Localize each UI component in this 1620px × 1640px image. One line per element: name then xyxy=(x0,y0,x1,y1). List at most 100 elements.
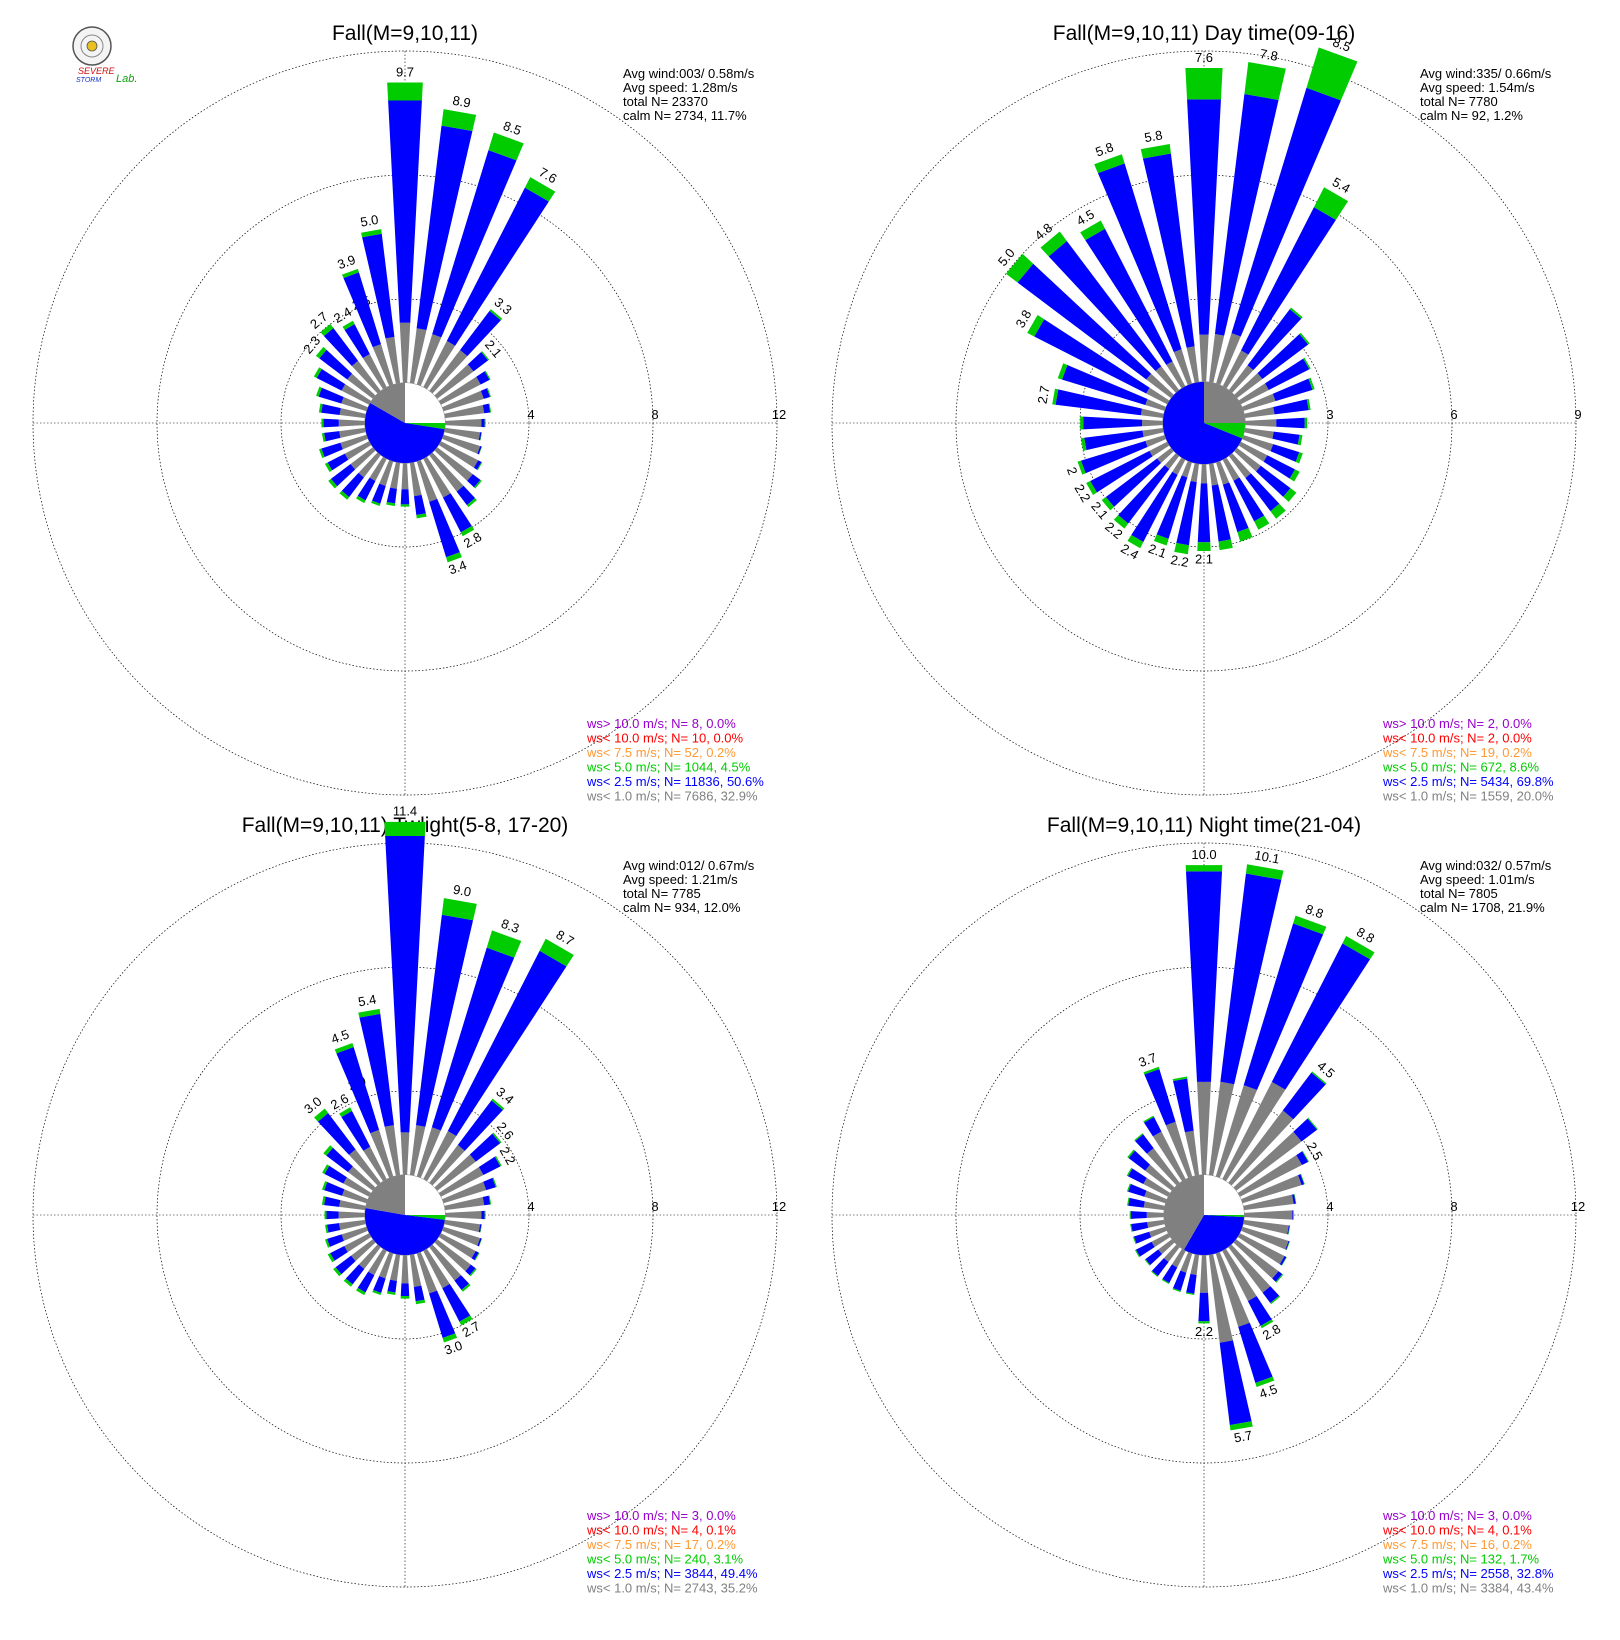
bar-segment-calm-speed xyxy=(1157,447,1174,464)
ring-label: 12 xyxy=(1571,1199,1585,1214)
wind-bar xyxy=(444,1195,492,1211)
bar-segment-green xyxy=(356,495,366,504)
wind-bar xyxy=(1057,363,1166,411)
wind-bar xyxy=(1144,1239,1175,1266)
bar-segment-green xyxy=(400,1295,410,1299)
bar-segment-calm-speed xyxy=(1228,365,1254,393)
ring-label: 8 xyxy=(1450,1199,1457,1214)
wind-bar xyxy=(1132,1226,1167,1245)
stat-line: Avg speed: 1.21m/s xyxy=(623,872,738,887)
bar-segment-calm-speed xyxy=(444,1197,485,1211)
range-ring xyxy=(831,842,1577,1588)
bar-segment-green xyxy=(1283,488,1297,502)
bar-segment-blue xyxy=(321,442,343,458)
bar-segment-blue xyxy=(1241,207,1336,355)
bar-segment-calm-speed xyxy=(1180,1252,1193,1273)
wind-bar xyxy=(1080,428,1164,451)
wind-bar xyxy=(442,387,491,412)
wind-bar xyxy=(444,403,492,419)
bar-segment-green xyxy=(478,446,483,455)
bar-segment-blue xyxy=(482,403,491,414)
bar-segment-calm-speed xyxy=(1244,1210,1293,1220)
bar-value-label: 5.0 xyxy=(359,212,379,230)
bar-segment-blue xyxy=(1085,228,1173,365)
bar-segment-calm-speed xyxy=(1233,1131,1302,1191)
bar-segment-calm-speed xyxy=(1155,366,1180,393)
wind-bar xyxy=(444,1219,482,1233)
bar-segment-blue xyxy=(317,1112,356,1155)
bar-segment-blue xyxy=(345,1264,365,1285)
wind-bar xyxy=(315,346,376,399)
wind-bar xyxy=(1130,1219,1165,1232)
bar-segment-green xyxy=(459,1315,473,1326)
stat-line: total N= 23370 xyxy=(623,94,708,109)
bar-segment-blue xyxy=(318,387,344,404)
wind-bar xyxy=(1215,915,1327,1178)
bar-segment-green xyxy=(339,1107,352,1117)
bar-segment-blue xyxy=(413,494,426,516)
bar-segment-blue xyxy=(373,1276,386,1293)
wind-bar xyxy=(324,1210,365,1220)
bar-segment-calm-speed xyxy=(434,1239,471,1272)
bar-segment-blue xyxy=(1255,465,1291,497)
wind-bar xyxy=(318,403,366,419)
bar-segment-calm-speed xyxy=(1165,1121,1193,1178)
bar-segment-calm-speed xyxy=(434,364,474,399)
bar-segment-green xyxy=(1260,1319,1274,1329)
bar-segment-calm-speed xyxy=(1216,461,1230,485)
bar-segment-calm-speed xyxy=(1209,333,1225,383)
bar-segment-blue xyxy=(457,1100,503,1151)
bar-segment-blue xyxy=(1270,444,1300,462)
bar-segment-green xyxy=(1306,47,1358,101)
bar-segment-calm-speed xyxy=(338,419,365,427)
wind-bar xyxy=(400,463,410,507)
bar-segment-green xyxy=(384,821,426,836)
bar-segment-blue xyxy=(1083,416,1143,430)
bar-segment-blue xyxy=(478,1224,482,1233)
bar-segment-blue xyxy=(1135,1134,1154,1154)
legend-entry: ws< 1.0 m/s; N= 7686, 32.9% xyxy=(586,789,758,804)
bar-segment-green xyxy=(323,1145,333,1156)
bar-segment-green xyxy=(477,461,483,471)
bar-value-label: 8.3 xyxy=(499,916,521,936)
bar-segment-green xyxy=(1134,1133,1144,1142)
bar-segment-blue xyxy=(387,1279,397,1293)
wind-bar xyxy=(438,370,491,405)
bar-segment-green xyxy=(1281,1256,1287,1266)
bar-segment-calm-speed xyxy=(1208,1254,1233,1343)
bar-segment-green xyxy=(441,898,477,921)
bar-segment-green xyxy=(321,1196,326,1206)
wind-bar xyxy=(1143,1115,1186,1182)
bar-segment-blue xyxy=(429,498,460,558)
bar-segment-calm-speed xyxy=(400,1132,410,1175)
bar-segment-calm-speed xyxy=(1244,407,1275,418)
wind-bar xyxy=(1228,1244,1281,1305)
wind-bar xyxy=(1242,377,1315,411)
bar-segment-blue xyxy=(480,388,491,399)
legend-entry: ws< 10.0 m/s; N= 2, 0.0% xyxy=(1382,731,1532,746)
wind-bar xyxy=(1237,1150,1309,1197)
bar-segment-green xyxy=(321,418,324,428)
bar-value-label: 4.5 xyxy=(329,1026,351,1046)
bar-segment-green xyxy=(1172,1076,1188,1082)
legend-entry: ws< 10.0 m/s; N= 4, 0.1% xyxy=(586,1523,736,1538)
inner-pie-slice xyxy=(1204,1174,1245,1215)
inner-pie-outline xyxy=(364,1174,446,1256)
wind-bar xyxy=(1143,1066,1193,1178)
bar-segment-calm-speed xyxy=(1190,1254,1200,1275)
inner-pie-slice xyxy=(1183,1215,1245,1256)
bar-segment-calm-speed xyxy=(1197,1081,1211,1175)
wind-bar xyxy=(314,1108,381,1186)
bar-segment-blue xyxy=(1220,873,1282,1085)
ring-label: 8 xyxy=(651,1199,658,1214)
bar-value-label: 7.6 xyxy=(1195,50,1213,65)
bar-segment-green xyxy=(484,418,486,428)
bar-value-label: 8.5 xyxy=(501,118,523,138)
bar-segment-calm-speed xyxy=(438,376,481,405)
wind-bar xyxy=(423,177,556,390)
bar-segment-blue xyxy=(1128,1150,1151,1171)
bar-segment-green xyxy=(1080,437,1087,451)
bar-segment-blue xyxy=(1214,93,1279,336)
bar-segment-blue xyxy=(1130,1211,1147,1219)
